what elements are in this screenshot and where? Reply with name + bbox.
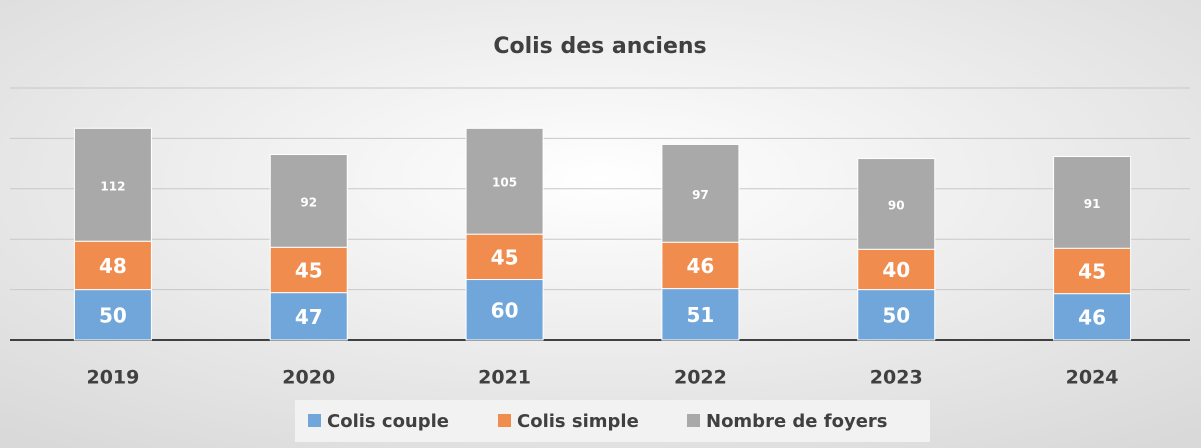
bar-segment (661, 143, 740, 243)
legend-label: Colis couple (327, 411, 449, 432)
data-label: 51 (686, 303, 714, 327)
bar-segment (1053, 156, 1132, 249)
data-label: 91 (1084, 197, 1101, 211)
bar-segment (73, 240, 152, 291)
data-label: 112 (100, 179, 125, 193)
bar-segment (465, 127, 544, 235)
x-tick-label: 2022 (674, 367, 727, 389)
bar-segment (269, 154, 348, 248)
data-label: 46 (686, 254, 714, 278)
x-tick-label: 2023 (870, 367, 923, 389)
bar-segment (73, 289, 152, 341)
x-tick-label: 2024 (1066, 367, 1119, 389)
bar-segment (1053, 247, 1132, 295)
x-tick-label: 2020 (282, 367, 335, 389)
bar-segment (269, 292, 348, 341)
data-label: 46 (1078, 305, 1106, 329)
data-label: 60 (491, 298, 519, 322)
data-label: 97 (692, 188, 709, 202)
data-label: 40 (882, 258, 910, 282)
x-tick-label: 2021 (478, 367, 531, 389)
data-label: 45 (1078, 259, 1106, 283)
bar-segment (269, 246, 348, 294)
bar-segment (661, 288, 740, 341)
legend-swatch (498, 414, 511, 427)
data-label: 48 (99, 254, 127, 278)
x-tick-label: 2019 (86, 367, 139, 389)
data-label: 45 (295, 258, 323, 282)
legend-box (295, 400, 930, 442)
legend-label: Colis simple (517, 411, 639, 432)
bar-segment (73, 127, 152, 242)
data-label: 45 (491, 245, 519, 269)
legend-label: Nombre de foyers (706, 411, 888, 432)
bar-segment (465, 233, 544, 281)
data-label: 90 (888, 198, 905, 212)
legend-swatch (308, 414, 321, 427)
data-label: 92 (300, 195, 317, 209)
bar-segment (857, 248, 936, 291)
data-label: 50 (99, 303, 127, 327)
legend-swatch (687, 414, 700, 427)
data-label: 50 (882, 303, 910, 327)
data-label: 47 (295, 305, 323, 329)
data-label: 105 (492, 176, 517, 190)
chart-title: Colis des anciens (493, 34, 706, 59)
bar-segment (857, 158, 936, 250)
bar-segment (1053, 293, 1132, 341)
